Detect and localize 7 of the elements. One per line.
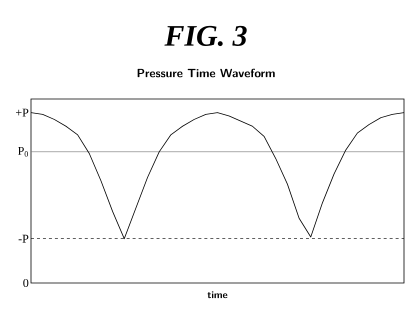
chart-subtitle: Pressure Time Waveform — [138, 68, 275, 78]
ref-line-label: P$_{0}$ — [18, 146, 28, 157]
text: 0 — [23, 278, 28, 288]
chart-title: FIG. 3 — [164, 26, 247, 46]
ref-line-label: -P — [18, 234, 28, 243]
x-axis-title: time — [208, 291, 228, 298]
text: +P — [16, 108, 28, 117]
